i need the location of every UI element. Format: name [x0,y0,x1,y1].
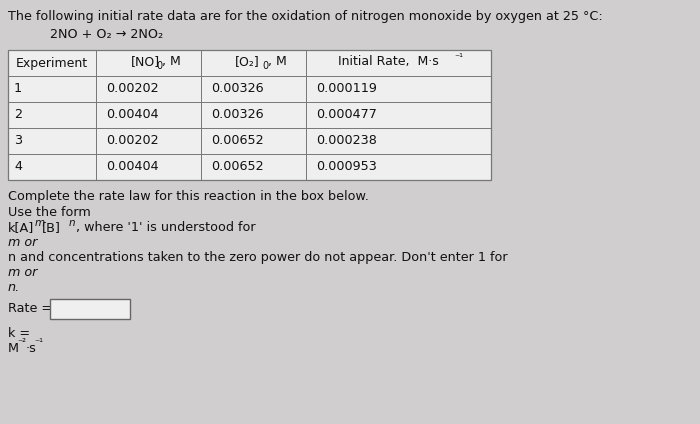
Text: 0.000238: 0.000238 [316,134,377,148]
Text: [B]: [B] [42,221,61,234]
Text: m or: m or [8,266,37,279]
Text: 2: 2 [14,109,22,122]
Text: 1: 1 [14,83,22,95]
Text: [NO]: [NO] [130,56,160,69]
Text: 0: 0 [262,61,269,71]
Text: ⁻²: ⁻² [17,338,26,348]
Text: n.: n. [8,281,20,294]
Bar [8,50,491,180]
Text: 0: 0 [157,61,162,71]
Text: , M: , M [162,56,181,69]
Text: The following initial rate data are for the oxidation of nitrogen monoxide by ox: The following initial rate data are for … [8,10,603,23]
Text: 2NO + O₂ → 2NO₂: 2NO + O₂ → 2NO₂ [50,28,163,41]
Bar [50,299,130,319]
Text: ⁻¹: ⁻¹ [34,338,43,348]
Text: 0.00652: 0.00652 [211,161,264,173]
Text: 0.00404: 0.00404 [106,161,159,173]
Text: , where '1' is understood for: , where '1' is understood for [76,221,256,234]
Text: 0.00202: 0.00202 [106,134,159,148]
Text: 0.000953: 0.000953 [316,161,377,173]
Text: m: m [35,218,45,228]
Text: ·s: ·s [26,342,37,355]
Text: 0.00652: 0.00652 [211,134,264,148]
Text: ⁻¹: ⁻¹ [454,53,463,63]
Text: 0.00326: 0.00326 [211,109,264,122]
Text: , M: , M [269,56,287,69]
Text: k[A]: k[A] [8,221,34,234]
Text: Complete the rate law for this reaction in the box below.: Complete the rate law for this reaction … [8,190,369,203]
Bar [8,50,491,180]
Text: 3: 3 [14,134,22,148]
Text: Initial Rate,  M·s: Initial Rate, M·s [338,56,439,69]
Text: M: M [8,342,19,355]
Text: Rate =: Rate = [8,301,52,315]
Text: Use the form: Use the form [8,206,91,219]
Text: 0.00326: 0.00326 [211,83,264,95]
Text: 4: 4 [14,161,22,173]
Text: Experiment: Experiment [16,56,88,70]
Text: 0.00404: 0.00404 [106,109,159,122]
Text: [O₂]: [O₂] [234,56,259,69]
Text: n: n [69,218,76,228]
Text: m or: m or [8,236,37,249]
Text: k =: k = [8,327,30,340]
Text: 0.000119: 0.000119 [316,83,377,95]
Text: 0.00202: 0.00202 [106,83,159,95]
Text: 0.000477: 0.000477 [316,109,377,122]
Text: n and concentrations taken to the zero power do not appear. Don't enter 1 for: n and concentrations taken to the zero p… [8,251,507,264]
